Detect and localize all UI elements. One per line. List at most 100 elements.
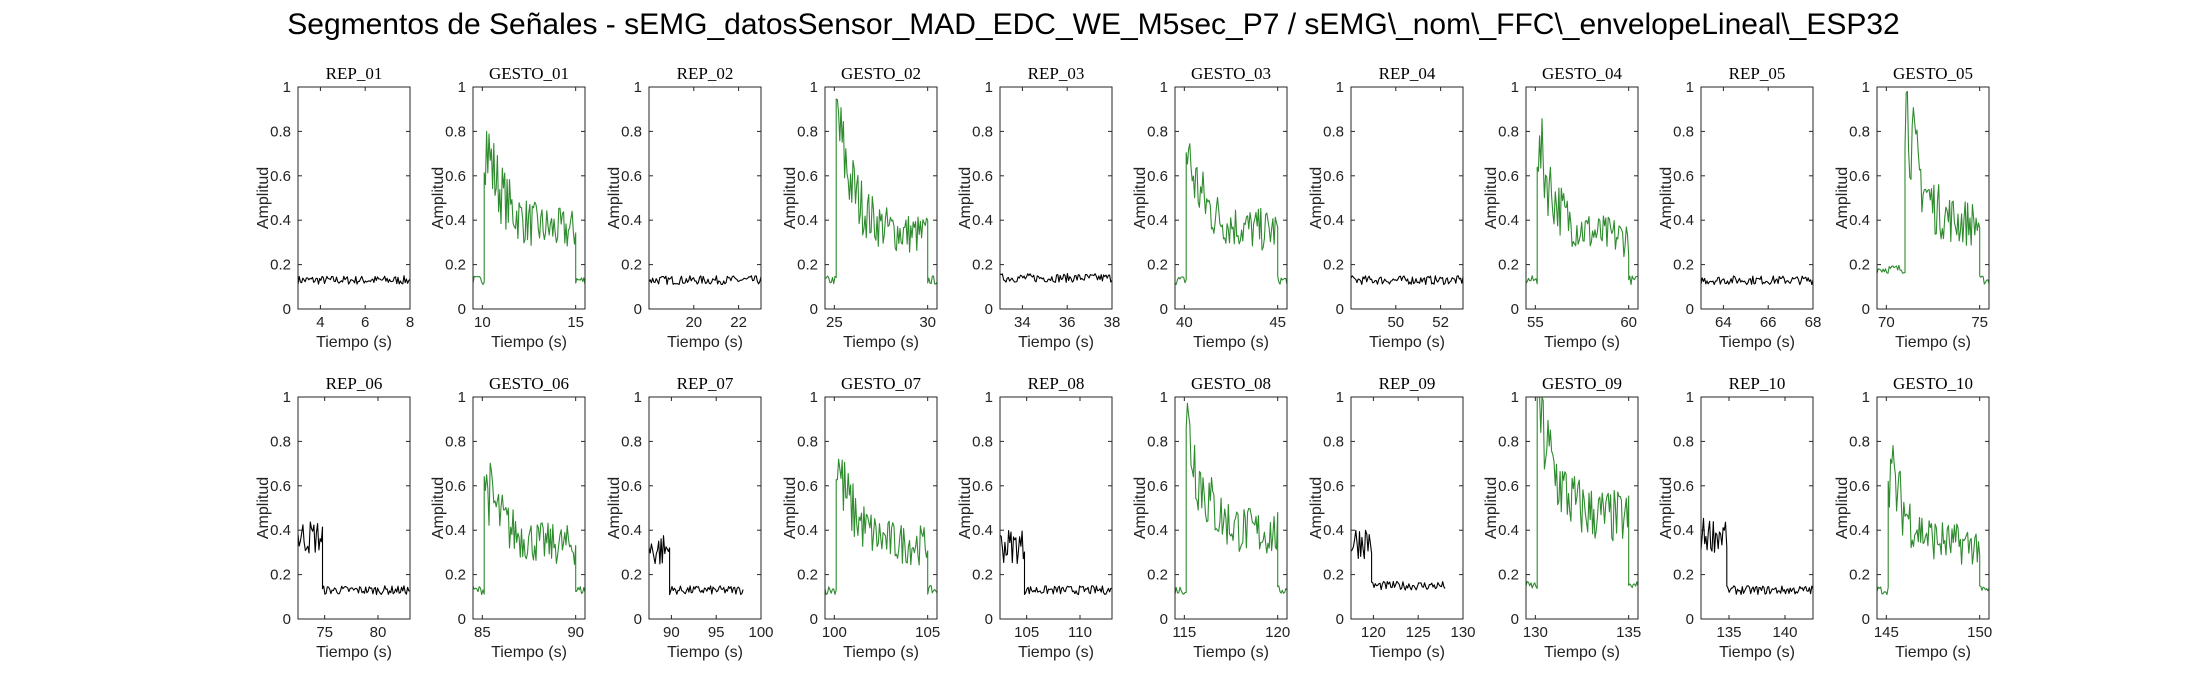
y-axis-label: Amplitud (1132, 167, 1149, 229)
y-tick-label: 0.6 (797, 168, 818, 185)
y-tick-label: 0.4 (972, 522, 993, 539)
x-tick-label: 52 (1432, 314, 1449, 331)
y-tick-label: 0.4 (1498, 212, 1519, 229)
x-axis-label: Tiempo (s) (1369, 644, 1445, 661)
subplot-title: REP_04 (1379, 64, 1436, 83)
y-tick-label: 0.4 (797, 212, 818, 229)
x-tick-label: 120 (1265, 624, 1290, 641)
x-tick-label: 115 (1172, 624, 1196, 641)
x-tick-label: 135 (1616, 624, 1641, 641)
y-tick-label: 1 (1862, 389, 1870, 406)
y-tick-label: 0.8 (972, 433, 993, 450)
axes-box (1700, 396, 1814, 620)
y-tick-label: 0.8 (797, 123, 818, 140)
subplot-rep-03: REP_03 0 0.2 0.4 0.6 0.8 1 34 36 38 Tiempo (s) Ampl… (957, 64, 1120, 351)
y-tick-label: 0 (283, 301, 291, 318)
x-tick-label: 40 (1176, 314, 1193, 331)
x-tick-label: 75 (1971, 314, 1988, 331)
x-tick-label: 8 (406, 314, 414, 331)
y-axis-label: Amplitud (255, 167, 272, 229)
y-tick-label: 1 (985, 79, 993, 96)
axes-box (999, 396, 1113, 620)
y-tick-label: 0.6 (1498, 168, 1519, 185)
x-axis-label: Tiempo (s) (843, 644, 919, 661)
y-tick-label: 0.2 (621, 257, 642, 274)
y-tick-label: 0.2 (797, 257, 818, 274)
y-tick-label: 0 (458, 611, 466, 628)
axes-box (824, 396, 938, 620)
x-tick-label: 150 (1967, 624, 1992, 641)
y-tick-label: 1 (283, 79, 291, 96)
x-tick-label: 34 (1014, 314, 1031, 331)
y-tick-label: 0.6 (1323, 168, 1344, 185)
y-tick-label: 0 (1336, 611, 1344, 628)
x-axis-label: Tiempo (s) (491, 644, 567, 661)
subplot-title: GESTO_08 (1191, 374, 1271, 393)
x-tick-label: 135 (1716, 624, 1741, 641)
y-axis-label: Amplitud (782, 477, 799, 539)
signal-line (1700, 517, 1814, 596)
x-tick-label: 30 (919, 314, 936, 331)
y-tick-label: 0.8 (1498, 433, 1519, 450)
y-tick-label: 0.2 (1849, 567, 1870, 584)
signal-line (648, 535, 744, 596)
x-axis-label: Tiempo (s) (491, 334, 567, 351)
y-axis-label: Amplitud (1834, 167, 1851, 229)
axes-box (297, 86, 411, 310)
y-tick-label: 0.2 (1147, 257, 1168, 274)
x-tick-label: 85 (474, 624, 491, 641)
y-tick-label: 0.8 (797, 433, 818, 450)
x-tick-label: 60 (1620, 314, 1637, 331)
y-tick-label: 1 (810, 389, 818, 406)
axes-box (999, 86, 1113, 310)
subplot-title: REP_07 (677, 374, 734, 393)
x-tick-label: 25 (826, 314, 843, 331)
y-tick-label: 0.4 (1849, 522, 1870, 539)
y-axis-label: Amplitud (430, 167, 447, 229)
y-tick-label: 0.4 (445, 522, 466, 539)
x-tick-label: 125 (1406, 624, 1431, 641)
y-tick-label: 0.6 (1673, 168, 1694, 185)
y-axis-label: Amplitud (782, 167, 799, 229)
x-tick-label: 100 (748, 624, 773, 641)
signal-line (824, 98, 938, 285)
subplot-gesto-09: GESTO_09 0 0.2 0.4 0.6 0.8 1 130 135 Tiempo (s) Am… (1483, 374, 1641, 661)
x-tick-label: 90 (663, 624, 680, 641)
figure-title: Segmentos de Señales - sEMG_datosSensor_… (287, 8, 1900, 41)
y-tick-label: 0 (985, 611, 993, 628)
y-tick-label: 0.8 (270, 433, 291, 450)
y-tick-label: 0.6 (270, 168, 291, 185)
signal-line (1350, 275, 1464, 286)
y-tick-label: 0.8 (1673, 433, 1694, 450)
y-tick-label: 0.6 (621, 478, 642, 495)
y-tick-label: 0.8 (1323, 123, 1344, 140)
signal-line (999, 530, 1113, 596)
y-tick-label: 0.6 (1147, 478, 1168, 495)
x-tick-label: 90 (567, 624, 584, 641)
y-tick-label: 0.4 (621, 212, 642, 229)
y-tick-label: 0.2 (1323, 257, 1344, 274)
y-axis-label: Amplitud (430, 477, 447, 539)
x-tick-label: 15 (567, 314, 584, 331)
y-tick-label: 0.6 (1147, 168, 1168, 185)
y-tick-label: 0.4 (1673, 212, 1694, 229)
y-tick-label: 0.8 (1849, 433, 1870, 450)
x-tick-label: 10 (474, 314, 491, 331)
y-axis-label: Amplitud (1308, 477, 1325, 539)
y-axis-label: Amplitud (1483, 167, 1500, 229)
x-tick-label: 100 (822, 624, 847, 641)
x-axis-label: Tiempo (s) (316, 334, 392, 351)
y-axis-label: Amplitud (1658, 477, 1675, 539)
axes-box (1876, 396, 1990, 620)
x-tick-label: 110 (1068, 624, 1092, 641)
y-tick-label: 0.4 (445, 212, 466, 229)
y-tick-label: 0 (634, 611, 642, 628)
y-tick-label: 0.2 (1498, 567, 1519, 584)
x-axis-label: Tiempo (s) (1193, 644, 1269, 661)
subplot-rep-04: REP_04 0 0.2 0.4 0.6 0.8 1 50 52 Tiempo (s) Amplit… (1308, 64, 1464, 351)
subplot-title: REP_08 (1028, 374, 1085, 393)
x-tick-label: 140 (1772, 624, 1797, 641)
y-tick-label: 0.8 (1147, 433, 1168, 450)
subplot-rep-05: REP_05 0 0.2 0.4 0.6 0.8 1 64 66 68 Tiempo (s) Ampl… (1658, 64, 1821, 351)
